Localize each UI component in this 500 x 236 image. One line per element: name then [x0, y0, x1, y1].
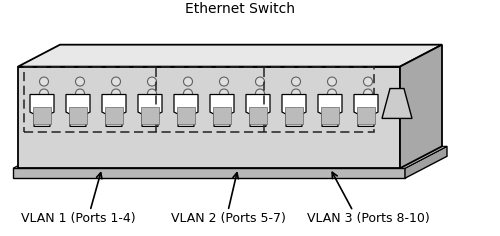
- Circle shape: [76, 77, 84, 86]
- Circle shape: [112, 77, 120, 86]
- Circle shape: [256, 89, 264, 98]
- Polygon shape: [13, 146, 447, 168]
- Circle shape: [364, 77, 372, 86]
- Polygon shape: [102, 94, 126, 126]
- Text: Ethernet Switch: Ethernet Switch: [185, 2, 295, 16]
- Circle shape: [328, 77, 336, 86]
- Circle shape: [292, 89, 300, 98]
- Text: VLAN 3 (Ports 8-10): VLAN 3 (Ports 8-10): [306, 211, 430, 225]
- Polygon shape: [13, 168, 405, 178]
- Bar: [321, 107, 339, 124]
- Bar: [141, 107, 159, 124]
- Polygon shape: [282, 94, 306, 126]
- Polygon shape: [354, 94, 378, 126]
- Bar: [24, 67, 374, 132]
- Polygon shape: [210, 94, 234, 126]
- Circle shape: [328, 89, 336, 98]
- Polygon shape: [174, 94, 198, 126]
- Polygon shape: [66, 94, 90, 126]
- Bar: [177, 107, 195, 124]
- Polygon shape: [405, 146, 447, 178]
- Circle shape: [184, 77, 192, 86]
- Bar: [249, 107, 267, 124]
- Text: VLAN 2 (Ports 5-7): VLAN 2 (Ports 5-7): [170, 211, 285, 225]
- Circle shape: [220, 89, 228, 98]
- Text: VLAN 1 (Ports 1-4): VLAN 1 (Ports 1-4): [20, 211, 136, 225]
- Bar: [357, 107, 375, 124]
- Circle shape: [220, 77, 228, 86]
- Circle shape: [292, 77, 300, 86]
- Circle shape: [256, 77, 264, 86]
- Circle shape: [76, 89, 84, 98]
- Polygon shape: [318, 94, 342, 126]
- Bar: [285, 107, 303, 124]
- Polygon shape: [382, 88, 412, 118]
- Circle shape: [184, 89, 192, 98]
- Bar: [105, 107, 123, 124]
- Bar: [33, 107, 51, 124]
- Bar: [213, 107, 231, 124]
- Polygon shape: [138, 94, 162, 126]
- Polygon shape: [18, 45, 442, 67]
- Polygon shape: [246, 94, 270, 126]
- Circle shape: [364, 89, 372, 98]
- Circle shape: [40, 77, 48, 86]
- Polygon shape: [30, 94, 54, 126]
- Circle shape: [40, 89, 48, 98]
- Polygon shape: [400, 45, 442, 168]
- Polygon shape: [18, 67, 400, 168]
- Circle shape: [148, 89, 156, 98]
- Circle shape: [148, 77, 156, 86]
- Bar: [69, 107, 87, 124]
- Circle shape: [112, 89, 120, 98]
